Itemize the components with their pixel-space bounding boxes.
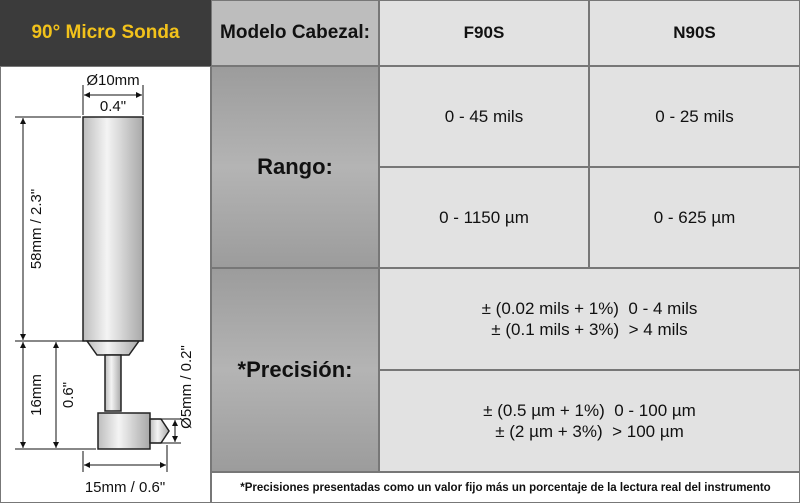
precision-line: ± (0.02 mils + 1%) 0 - 4 mils <box>481 299 698 318</box>
dim-label: 15mm / 0.6" <box>85 479 165 496</box>
precision-label: *Precisión: <box>211 268 379 472</box>
precision-value: ± (0.02 mils + 1%) 0 - 4 mils ± (0.1 mil… <box>379 268 800 370</box>
range-value: 0 - 1150 µm <box>379 167 589 268</box>
precision-line: ± (0.5 µm + 1%) 0 - 100 µm <box>483 401 696 420</box>
model: F90S <box>379 0 589 66</box>
title: 90° Micro Sonda <box>0 0 211 66</box>
range-value: 0 - 45 mils <box>379 66 589 167</box>
dim-label: 58mm / 2.3" <box>28 189 45 269</box>
dim-label: 0.6" <box>60 382 77 408</box>
dimension-lines <box>15 85 181 472</box>
dim-label: 16mm <box>28 374 45 416</box>
model: N90S <box>589 0 800 66</box>
precision-line: ± (0.1 mils + 3%) > 4 mils <box>491 320 688 339</box>
dim-label: Ø5mm / 0.2" <box>178 345 195 429</box>
dim-label: 0.4" <box>100 98 126 115</box>
drawing-panel: Ø10mm 0.4" 58mm / 2.3" 16mm 0.6" Ø5mm / … <box>0 66 211 503</box>
footnote: *Precisiones presentadas como un valor f… <box>211 472 800 503</box>
precision-line: ± (2 µm + 3%) > 100 µm <box>495 422 684 441</box>
header-label: Modelo Cabezal: <box>211 0 379 66</box>
probe <box>82 116 170 450</box>
precision-value: ± (0.5 µm + 1%) 0 - 100 µm ± (2 µm + 3%)… <box>379 370 800 472</box>
dim-label: Ø10mm <box>86 72 139 89</box>
range-value: 0 - 625 µm <box>589 167 800 268</box>
range-value: 0 - 25 mils <box>589 66 800 167</box>
probe-drawing: Ø10mm 0.4" 58mm / 2.3" 16mm 0.6" Ø5mm / … <box>15 72 195 496</box>
range-label: Rango: <box>211 66 379 268</box>
